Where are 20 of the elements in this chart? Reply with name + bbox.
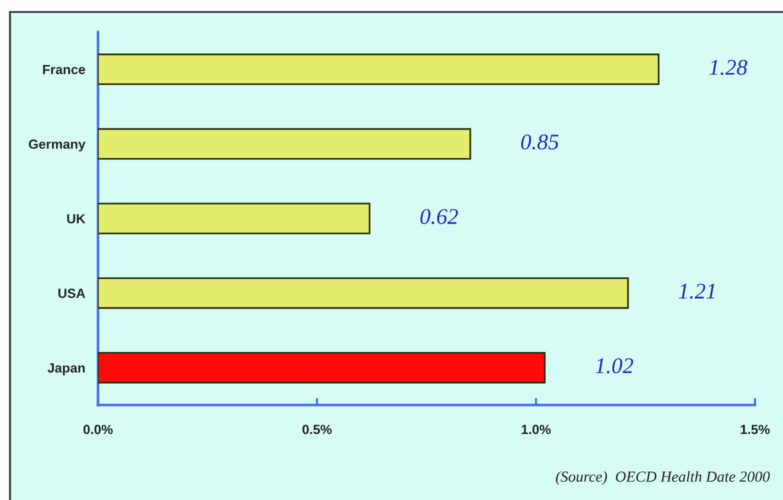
bar [98,128,472,160]
y-tick-label: UK [67,214,86,224]
bar [98,202,370,234]
data-label: 1.02 [596,358,634,374]
data-label: 1.21 [678,284,714,299]
bar [98,277,629,309]
x-tick-label: 0.5% [302,424,332,434]
bar [98,54,660,86]
x-tick-label: 0.0% [83,424,113,434]
y-tick-label: France [43,65,86,74]
text: (Source) OECD Health Date 2000 [556,471,770,485]
data-label: 0.62 [420,209,458,224]
y-tick-label: USA [58,288,86,298]
y-tick-label: Germany [28,139,86,152]
bar [98,352,546,384]
x-tick-label: 1.0% [522,424,551,434]
data-label: 0.85 [521,134,559,150]
x-tick-label: 1.5% [740,424,770,434]
data-label: 1.28 [709,60,748,75]
y-tick-label: Japan [48,363,85,376]
